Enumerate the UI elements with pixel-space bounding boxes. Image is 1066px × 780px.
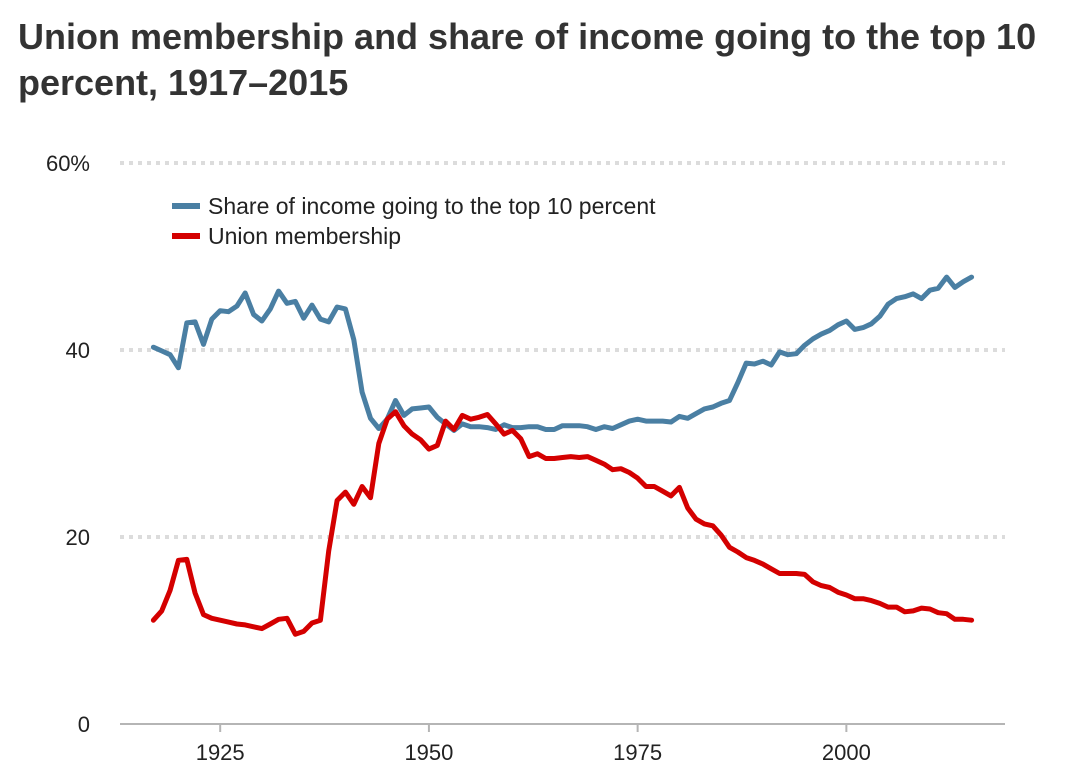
series-lines [150,274,975,637]
gridlines [120,161,1005,539]
series-line-top-10-income-share [150,274,975,433]
legend-label: Union membership [208,223,401,249]
legend: Share of income going to the top 10 perc… [172,193,656,249]
x-tick-label: 1975 [613,740,662,765]
x-tick-label: 1950 [404,740,453,765]
y-axis-ticks: 0 20 40 60% [46,151,90,737]
x-axis: 1925 1950 1975 2000 [120,723,1005,765]
legend-label: Share of income going to the top 10 perc… [208,193,656,219]
y-tick-label: 40 [66,338,90,363]
x-tick-label: 2000 [822,740,871,765]
chart-title: Union membership and share of income goi… [18,16,1037,103]
y-tick-label: 0 [78,712,90,737]
y-tick-label: 20 [66,525,90,550]
series-line-union-membership [150,409,975,637]
y-tick-label: 60% [46,151,90,176]
x-tick-label: 1925 [196,740,245,765]
